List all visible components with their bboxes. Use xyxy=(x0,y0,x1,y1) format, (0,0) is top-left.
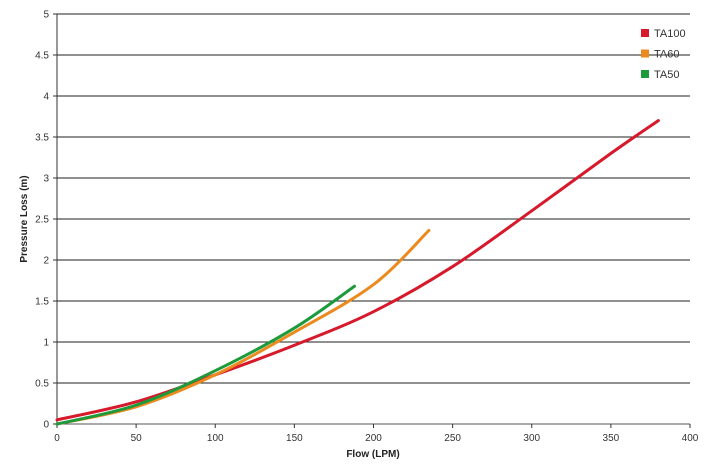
y-tick-label: 5 xyxy=(43,10,49,21)
series-line-ta50 xyxy=(55,284,357,426)
y-tick-label: 4.5 xyxy=(35,51,49,62)
series-line-ta100 xyxy=(55,119,660,422)
legend-label-ta100: TA100 xyxy=(654,28,686,40)
y-axis-label: Pressure Loss (m) xyxy=(19,175,30,262)
x-axis-label: Flow (LPM) xyxy=(346,449,399,460)
y-tick-label: 2 xyxy=(43,256,49,267)
x-tick-label: 400 xyxy=(682,433,699,444)
y-tick-label: 1 xyxy=(43,338,49,349)
y-axis-ticks: 0 0.5 1 1.5 2 2.5 3 3.5 4 4.5 5 xyxy=(35,10,57,431)
x-tick-label: 100 xyxy=(207,433,224,444)
x-tick-label: 350 xyxy=(603,433,620,444)
y-tick-label: 0 xyxy=(43,420,49,431)
y-tick-label: 4 xyxy=(43,92,49,103)
y-tick-label: 3 xyxy=(43,174,49,185)
legend-label-ta50: TA50 xyxy=(654,69,679,81)
legend-swatch-ta100 xyxy=(641,29,649,37)
legend: TA100 TA60 TA50 xyxy=(641,28,686,81)
x-tick-label: 200 xyxy=(365,433,382,444)
y-tick-label: 0.5 xyxy=(35,379,49,390)
legend-swatch-ta60 xyxy=(641,49,649,58)
x-tick-label: 0 xyxy=(54,433,60,444)
legend-label-ta60: TA60 xyxy=(654,49,679,61)
x-axis-ticks: 0 50 100 150 200 250 300 350 400 xyxy=(54,424,699,444)
x-tick-label: 150 xyxy=(286,433,303,444)
x-tick-label: 50 xyxy=(131,433,143,444)
series-lines xyxy=(55,119,660,426)
y-tick-label: 3.5 xyxy=(35,133,49,144)
y-tick-label: 2.5 xyxy=(35,215,49,226)
x-tick-label: 300 xyxy=(523,433,540,444)
x-tick-label: 250 xyxy=(444,433,461,444)
grid-lines xyxy=(57,13,690,425)
y-tick-label: 1.5 xyxy=(35,297,49,308)
legend-swatch-ta50 xyxy=(641,70,649,78)
